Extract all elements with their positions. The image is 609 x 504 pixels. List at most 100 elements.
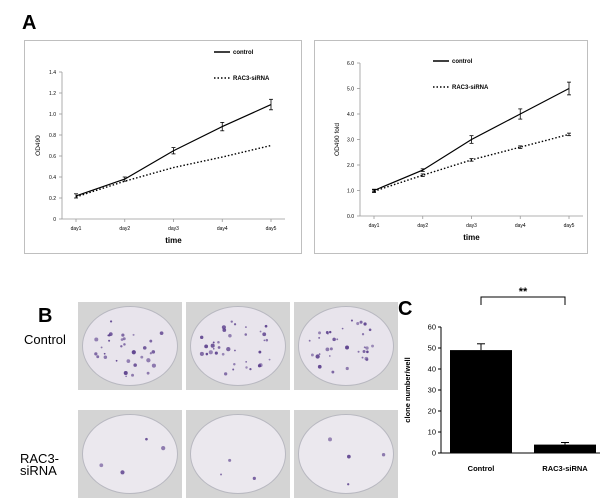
colony-dot xyxy=(214,351,218,355)
colony-dot xyxy=(94,337,99,342)
chart-a2-y-tick-label: 1.0 xyxy=(347,189,354,195)
chart-c-y-tick-label: 20 xyxy=(428,407,436,416)
chart-a1-y-tick-label: 1.2 xyxy=(49,91,56,97)
colony-dot xyxy=(332,337,336,342)
chart-a1-y-tick-label: 0 xyxy=(53,217,56,223)
colony-dot xyxy=(132,333,135,336)
chart-a1-x-tick-label: day3 xyxy=(168,226,179,232)
plate-rac3-3 xyxy=(294,410,398,498)
colony-dot xyxy=(265,338,269,342)
chart-c-y-axis-label: clone number/well xyxy=(403,357,412,422)
colony-dot xyxy=(222,328,227,332)
colony-dot xyxy=(244,333,248,336)
chart-a2-x-tick-label: day1 xyxy=(369,223,380,229)
panel-letter-b: B xyxy=(38,305,53,327)
colony-dot xyxy=(142,346,147,350)
colony-dot xyxy=(205,352,209,356)
colony-dot xyxy=(107,334,110,337)
chart-a2-y-tick-label: 0.0 xyxy=(347,214,354,220)
chart-a1-y-tick-label: 0.4 xyxy=(49,175,56,181)
chart-a2-legend-label: RAC3-siRNA xyxy=(452,85,489,91)
colony-dot xyxy=(336,338,339,341)
colony-dot xyxy=(121,333,125,337)
colony-dot xyxy=(315,354,320,359)
colony-dot xyxy=(318,331,322,335)
colony-dot xyxy=(364,356,369,361)
chart-a2-x-axis-label: time xyxy=(463,233,480,242)
colony-dot xyxy=(350,319,354,322)
chart-a1-x-tick-label: day2 xyxy=(119,226,130,232)
row-label-rac3-line2: siRNA xyxy=(20,463,57,478)
colony-dot xyxy=(347,483,350,486)
chart-c-x-tick-label: Control xyxy=(468,464,495,473)
colony-dot xyxy=(347,454,351,459)
chart-a1-x-tick-label: day5 xyxy=(266,226,277,232)
chart-c-bar-control xyxy=(450,350,512,453)
chart-a1-y-tick-label: 0.6 xyxy=(49,154,56,160)
colony-dot xyxy=(363,346,366,349)
colony-dot xyxy=(146,358,151,363)
chart-a2-legend-label: control xyxy=(452,59,473,65)
colony-dot xyxy=(208,350,213,355)
colony-dot xyxy=(325,330,329,334)
colony-dot xyxy=(264,324,268,328)
colony-dot xyxy=(226,346,231,352)
colony-dot xyxy=(341,327,344,330)
colony-dot xyxy=(94,352,98,356)
colony-dot xyxy=(249,367,252,371)
colony-dot xyxy=(125,375,127,378)
colony-dot xyxy=(149,339,153,343)
chart-a2-y-axis-label: OD490 fold xyxy=(334,123,341,156)
colony-dot xyxy=(221,352,225,356)
colony-dot xyxy=(362,350,366,354)
colony-dot xyxy=(151,363,156,368)
colony-dot xyxy=(357,350,360,353)
colony-dot xyxy=(262,332,267,337)
chart-c-x-tick-label: RAC3-siRNA xyxy=(542,464,588,473)
colony-dot xyxy=(210,343,215,348)
colony-dot xyxy=(259,330,262,333)
colony-dot xyxy=(368,328,372,332)
colony-dot xyxy=(146,371,150,375)
colony-dot xyxy=(151,350,156,354)
colony-dot xyxy=(115,359,118,362)
colony-dot xyxy=(123,343,126,346)
chart-a1-y-tick-label: 1.0 xyxy=(49,112,56,118)
chart-c-significance-bracket xyxy=(480,296,566,305)
row-label-control: Control xyxy=(24,332,66,347)
chart-c-y-tick-label: 40 xyxy=(428,365,436,374)
chart-c-y-tick-label: 30 xyxy=(428,386,436,395)
colony-dot xyxy=(331,370,335,374)
colony-dot xyxy=(109,320,113,323)
panel-letter-a: A xyxy=(22,12,37,34)
chart-c-significance-label: ** xyxy=(519,286,528,298)
colony-dot xyxy=(149,352,152,355)
plate-rac3-2 xyxy=(186,410,290,498)
colony-dot xyxy=(268,358,271,361)
plate-rac3-1 xyxy=(78,410,182,498)
colony-dot xyxy=(217,346,221,349)
colony-dot xyxy=(230,320,233,323)
colony-dot xyxy=(120,338,124,341)
colony-dot xyxy=(318,336,321,339)
colony-dot xyxy=(361,333,365,336)
colony-dot xyxy=(145,437,148,441)
colony-dot xyxy=(232,368,235,371)
chart-a1-frame xyxy=(24,40,302,254)
chart-a1-series-rac3-sirna-line xyxy=(75,144,272,198)
colony-dot xyxy=(318,353,321,355)
colony-dot xyxy=(159,331,164,336)
chart-a1-y-tick-label: 0.8 xyxy=(49,133,56,139)
colony-dot xyxy=(252,476,256,480)
chart-c-y-tick-label: 10 xyxy=(428,428,436,437)
chart-a1-x-tick-label: day1 xyxy=(71,226,82,232)
panel-letter-c: C xyxy=(398,298,413,320)
colony-dot xyxy=(96,355,100,359)
chart-a2-y-tick-label: 6.0 xyxy=(347,61,354,67)
colony-dot xyxy=(233,363,236,366)
colony-dot xyxy=(258,350,262,354)
colony-dot xyxy=(317,364,322,369)
colony-dot xyxy=(310,353,314,357)
